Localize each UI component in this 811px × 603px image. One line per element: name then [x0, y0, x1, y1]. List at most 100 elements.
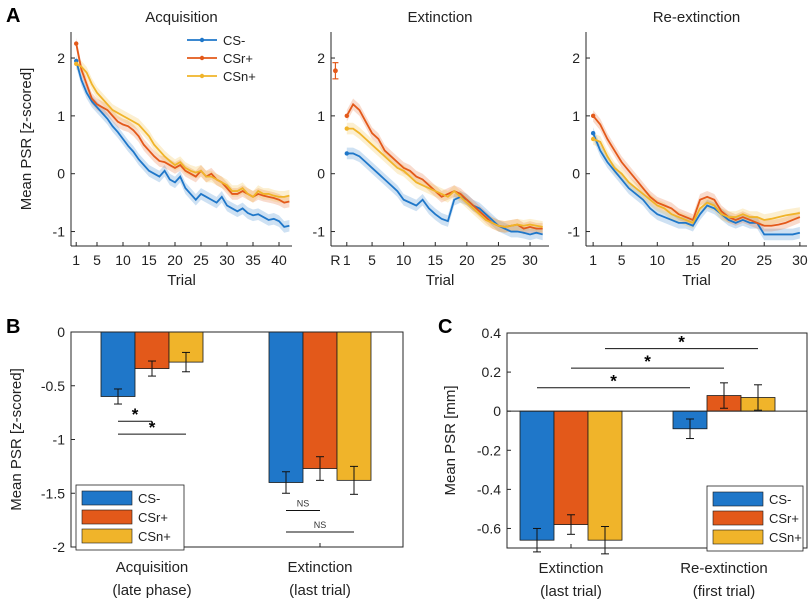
- legend-label: CSr+: [138, 510, 168, 525]
- series-marker-CSn+: [590, 136, 596, 142]
- x-tick-label: R: [330, 252, 340, 268]
- y-tick-label: -0.5: [41, 378, 65, 394]
- series-line-CSn+: [592, 138, 801, 225]
- legend-swatch-CS-: [81, 490, 133, 506]
- bar-CS-: [519, 410, 555, 541]
- x-tick-label: 15: [685, 252, 701, 268]
- category-sublabel: (last trial): [540, 583, 602, 600]
- bar-CS-: [268, 331, 304, 483]
- panel-label-a: A: [6, 5, 20, 27]
- bar-CSr+: [553, 410, 589, 525]
- acquisition-extinction-bar-chart: 0 -0.5 -1 -1.5 -2 Acquisition (late phase) Exti…: [8, 324, 404, 599]
- series-marker-CSn+: [74, 61, 79, 67]
- legend-swatch-CSn+: [712, 529, 764, 545]
- x-tick-label: 30: [219, 252, 235, 268]
- series-band-CSn+: [76, 58, 290, 203]
- x-tick-label: 5: [368, 252, 376, 268]
- series-line-CS-: [75, 60, 290, 228]
- series-marker-CSr+: [74, 41, 79, 46]
- series-line-CS-: [346, 152, 543, 236]
- series-marker-CS-: [344, 151, 349, 156]
- legend-marker-CSr+: [199, 55, 205, 61]
- y-tick-label: -2: [53, 539, 66, 555]
- category-label: Extinction: [287, 559, 352, 576]
- category-sublabel: (first trial): [693, 583, 756, 600]
- y-tick-label: 0: [57, 324, 65, 340]
- legend-label: CSn+: [223, 69, 256, 84]
- x-tick-label: 30: [792, 252, 808, 268]
- bar-CSn+: [587, 410, 623, 541]
- y-tick-label: 0: [572, 166, 580, 182]
- y-tick-label: 0: [57, 166, 65, 182]
- y-tick-label: -1.5: [41, 485, 65, 501]
- y-tick-label: 0.2: [482, 364, 502, 380]
- significance-star: *: [610, 372, 617, 391]
- y-axis-label: Mean PSR [z-scored]: [18, 68, 35, 211]
- significance-star: *: [678, 333, 685, 352]
- panel-label-b: B: [6, 316, 20, 338]
- extinction-reextinction-bar-chart: 0.4 0.2 0 -0.2 -0.4 -0.6 Extinction (last trial…: [442, 325, 808, 600]
- legend-label: CSn+: [769, 530, 802, 545]
- y-axis-label: Mean PSR [mm]: [442, 385, 459, 495]
- y-tick-label: -0.6: [477, 520, 501, 536]
- legend-label: CSn+: [138, 529, 171, 544]
- legend-label: CS-: [769, 492, 791, 507]
- series-band-CS-: [346, 147, 543, 241]
- x-axis-label: Trial: [167, 272, 196, 289]
- x-tick-label: 15: [141, 252, 157, 268]
- chart-title: Re-extinction: [653, 9, 741, 26]
- significance-star: *: [132, 405, 139, 424]
- x-tick-label: 10: [650, 252, 666, 268]
- category-sublabel: (last trial): [289, 582, 351, 599]
- chart-title: Acquisition: [145, 9, 218, 26]
- legend-marker-CSn+: [199, 73, 205, 79]
- x-tick-label: 20: [721, 252, 737, 268]
- series-marker-CSr+: [344, 113, 349, 119]
- series-line-CSn+: [75, 63, 290, 198]
- y-tick-label: 1: [572, 108, 580, 124]
- significance-label: NS: [314, 520, 327, 530]
- x-tick-label: 40: [271, 252, 287, 268]
- legend-label: CSr+: [223, 51, 253, 66]
- bar-CSr+: [302, 331, 338, 469]
- series-band-CSn+: [346, 122, 543, 233]
- x-tick-label: 5: [618, 252, 626, 268]
- legend-swatch-CSr+: [712, 510, 764, 526]
- y-tick-label: 2: [57, 50, 65, 66]
- series-line-CSr+: [592, 115, 801, 227]
- y-tick-label: 0: [493, 403, 501, 419]
- y-tick-label: -0.4: [477, 481, 501, 497]
- x-tick-label: 10: [115, 252, 131, 268]
- bar-CS-: [100, 331, 136, 397]
- reference-point: [333, 68, 338, 74]
- y-tick-label: 2: [317, 50, 325, 66]
- bar-CSn+: [336, 331, 372, 481]
- legend-swatch-CS-: [712, 491, 764, 507]
- x-tick-label: 35: [245, 252, 261, 268]
- legend-label: CS-: [223, 33, 245, 48]
- y-tick-label: 2: [572, 50, 580, 66]
- plot-frame: [506, 332, 808, 549]
- legend-swatch-CSn+: [81, 528, 133, 544]
- x-tick-label: 25: [193, 252, 209, 268]
- category-label: Acquisition: [116, 559, 189, 576]
- x-tick-label: 1: [343, 252, 351, 268]
- x-tick-label: 20: [167, 252, 183, 268]
- series-marker-CSr+: [590, 113, 596, 119]
- category-sublabel: (late phase): [112, 582, 191, 599]
- y-tick-label: 0: [317, 166, 325, 182]
- significance-star: *: [149, 418, 156, 437]
- y-tick-label: -1: [53, 432, 66, 448]
- series-marker-CS-: [590, 131, 596, 136]
- category-label: Re-extinction: [680, 560, 768, 577]
- legend-label: CSr+: [769, 511, 799, 526]
- x-tick-label: 1: [72, 252, 80, 268]
- x-tick-label: 5: [93, 252, 101, 268]
- y-tick-label: -1: [313, 224, 326, 240]
- significance-star: *: [644, 352, 651, 371]
- series-line-CSn+: [346, 127, 543, 228]
- legend-label: CS-: [138, 491, 160, 506]
- legend-swatch-CSr+: [81, 509, 133, 525]
